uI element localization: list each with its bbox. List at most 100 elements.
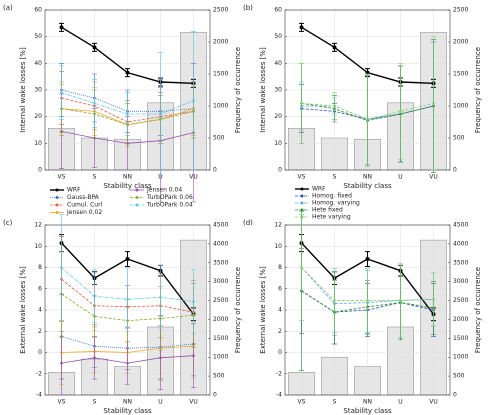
y-tick-label: 4 — [278, 307, 282, 314]
x-tick-label: U — [398, 399, 402, 406]
x-axis-label: Stability class — [343, 182, 392, 190]
y-tick-label: 10 — [34, 243, 42, 250]
marker — [59, 25, 64, 30]
y-tick-label: 30 — [274, 87, 282, 94]
y2-tick-label: 4000 — [453, 240, 468, 247]
series-line — [61, 336, 194, 349]
y-tick-label: 10 — [274, 140, 282, 147]
y-tick-label: 4 — [38, 307, 42, 314]
y-tick-label: -4 — [36, 392, 42, 399]
y2-tick-label: 500 — [453, 373, 465, 380]
y-tick-label: -2 — [276, 370, 282, 377]
y2-tick-label: 1500 — [453, 335, 468, 342]
y2-tick-label: 3500 — [213, 259, 228, 266]
y2-tick-label: 0 — [453, 392, 457, 399]
y2-tick-label: 2500 — [453, 297, 468, 304]
x-tick-label: U — [158, 399, 162, 406]
marker — [192, 99, 195, 102]
y-tick-label: 2 — [38, 328, 42, 335]
y2-tick-label: 1000 — [453, 103, 468, 110]
y-axis-label: Internal wake losses [%] — [259, 47, 267, 133]
marker — [300, 102, 303, 105]
y2-tick-label: 2500 — [453, 7, 468, 14]
marker — [399, 299, 402, 302]
x-tick-label: NN — [363, 399, 372, 406]
legend-marker — [300, 187, 304, 191]
y-tick-label: 8 — [38, 264, 42, 271]
y2-tick-label: 1500 — [213, 335, 228, 342]
y-axis-label: External wake losses [%] — [259, 266, 267, 354]
marker — [299, 25, 304, 30]
x-axis-label: Stability class — [103, 182, 152, 190]
y2-tick-label: 4500 — [453, 222, 468, 229]
marker — [60, 266, 63, 269]
y2-tick-label: 2000 — [213, 316, 228, 323]
y2-axis-label: Frequency of occurrence — [234, 267, 242, 353]
y-tick-label: 0 — [38, 349, 42, 356]
marker — [332, 45, 337, 50]
legend-label: Homog. varying — [312, 200, 360, 207]
legend-marker — [135, 203, 139, 207]
marker — [93, 356, 96, 360]
y-tick-label: 0 — [38, 167, 42, 174]
plot-frame — [284, 9, 451, 171]
legend-label: Jensen 0.04 — [146, 187, 182, 194]
marker — [365, 70, 370, 75]
series-line — [61, 92, 194, 115]
series-line — [61, 97, 194, 123]
y-tick-label: 60 — [34, 7, 42, 14]
panel-label: (a) — [3, 4, 13, 12]
y-tick-label: 12 — [274, 222, 282, 229]
y-tick-label: 30 — [34, 87, 42, 94]
y2-tick-label: 2500 — [213, 297, 228, 304]
marker — [432, 102, 435, 105]
y2-axis-label: Frequency of occurrence — [474, 267, 482, 353]
y2-tick-label: 1000 — [453, 354, 468, 361]
x-tick-label: VU — [429, 174, 438, 181]
y-axis-label: External wake losses [%] — [19, 266, 27, 354]
x-tick-label: NN — [123, 399, 132, 406]
series-line — [61, 89, 194, 112]
y-tick-label: 8 — [278, 264, 282, 271]
legend-label: TurbOPark 0.04 — [146, 202, 193, 209]
marker — [93, 294, 96, 298]
plot-frame — [44, 224, 211, 396]
marker — [92, 45, 97, 50]
x-tick-label: S — [93, 174, 97, 181]
y-tick-label: 60 — [274, 7, 282, 14]
y2-axis-label: Frequency of occurrence — [234, 47, 242, 133]
x-tick-label: VS — [58, 399, 66, 406]
legend-label: WRF — [312, 186, 326, 193]
y2-tick-label: 2000 — [453, 316, 468, 323]
y2-tick-label: 1500 — [213, 71, 228, 78]
y-tick-label: 2 — [278, 328, 282, 335]
y2-tick-label: 4500 — [213, 222, 228, 229]
y-tick-label: 50 — [274, 33, 282, 40]
y-tick-label: 0 — [278, 167, 282, 174]
y-tick-label: 6 — [278, 285, 282, 292]
marker — [333, 299, 336, 302]
y2-tick-label: 500 — [213, 373, 225, 380]
y2-tick-label: 0 — [213, 392, 217, 399]
legend-marker — [55, 196, 59, 199]
y-tick-label: 12 — [34, 222, 42, 229]
y2-tick-label: 500 — [453, 135, 465, 142]
legend-marker — [135, 196, 139, 199]
y-tick-label: 6 — [38, 285, 42, 292]
legend-marker — [55, 211, 59, 214]
y2-tick-label: 2000 — [453, 39, 468, 46]
marker — [60, 91, 63, 94]
marker — [333, 104, 336, 108]
marker — [300, 266, 303, 269]
marker — [159, 112, 162, 116]
y2-tick-label: 0 — [213, 167, 217, 174]
marker — [432, 298, 435, 301]
y2-tick-label: 3000 — [213, 278, 228, 285]
x-axis-label: Stability class — [343, 407, 392, 415]
marker — [192, 354, 195, 357]
y-tick-label: 50 — [34, 33, 42, 40]
legend-label: Cumul. Curl — [67, 202, 103, 209]
x-tick-label: S — [333, 174, 337, 181]
legend-label: Jensen 0.02 — [66, 209, 102, 216]
y2-tick-label: 0 — [453, 167, 457, 174]
